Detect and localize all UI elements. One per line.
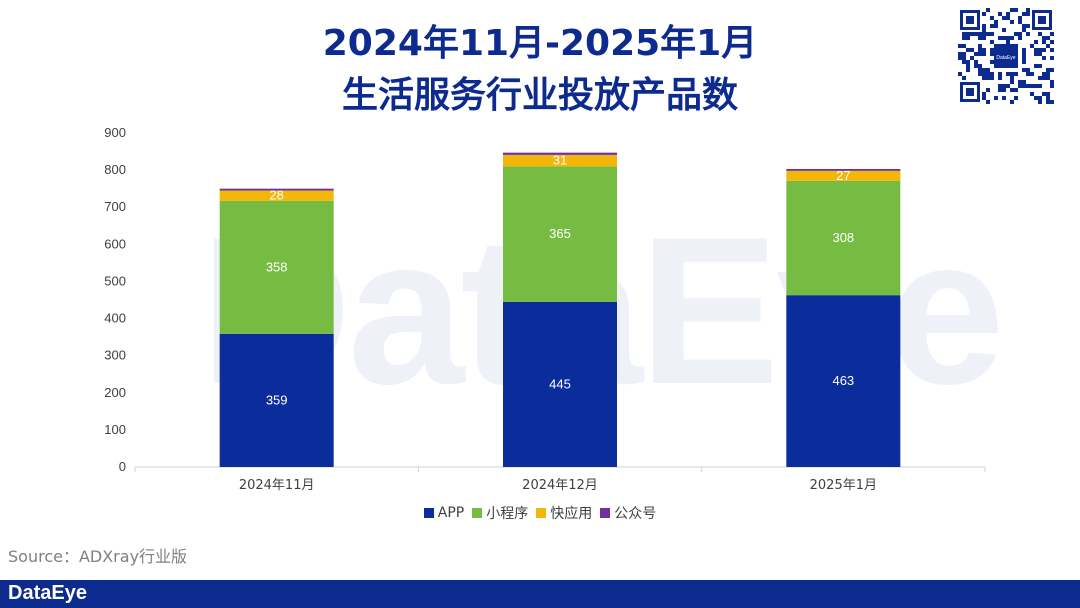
bar-segment (219, 200, 334, 334)
y-axis: 0 100 200 300 400 500 600 700 800 900 (104, 125, 126, 474)
footer-logo: DataEye (8, 582, 87, 604)
y-tick-label: 100 (104, 422, 126, 437)
data-label: 31 (553, 153, 567, 168)
y-tick-label: 900 (104, 125, 126, 140)
legend: APP 小程序 快应用 公众号 (0, 503, 1080, 523)
bar-segment (786, 295, 901, 467)
bars: 359 358 28 445 365 31 463 308 27 (219, 152, 901, 467)
legend-swatch (423, 508, 434, 518)
legend-swatch (600, 508, 611, 518)
y-tick-label: 800 (104, 162, 126, 177)
legend-label: 快应用 (550, 506, 593, 522)
legend-item: 小程序 (472, 503, 528, 523)
x-tick-label: 2024年12月 (522, 478, 598, 493)
y-tick-label: 600 (104, 236, 126, 251)
data-label: 28 (269, 188, 283, 203)
bar-segment (219, 333, 334, 467)
legend-item: 公众号 (600, 503, 656, 523)
y-tick-label: 300 (104, 348, 126, 363)
source-note: Source：ADXray行业版 (8, 547, 188, 566)
data-label: 358 (266, 259, 288, 274)
bar-segment (219, 190, 334, 201)
legend-item: 快应用 (536, 503, 592, 523)
y-tick-label: 700 (104, 199, 126, 214)
data-label: 359 (266, 392, 288, 407)
data-label: 463 (832, 373, 854, 388)
data-label: 445 (549, 376, 571, 391)
y-tick-label: 400 (104, 311, 126, 326)
bar-segment (786, 170, 901, 181)
y-tick-label: 200 (104, 385, 126, 400)
x-axis: 2024年11月 2024年12月 2025年1月 (134, 466, 986, 493)
y-tick-label: 500 (104, 273, 126, 288)
legend-label: 公众号 (614, 506, 657, 522)
x-tick-label: 2024年11月 (239, 478, 315, 493)
bar-segment (786, 168, 901, 171)
x-tick-label: 2025年1月 (810, 478, 877, 493)
legend-label: APP (437, 505, 465, 521)
legend-swatch (472, 508, 483, 518)
chart-title-line2: 生活服务行业投放产品数 (341, 75, 738, 116)
legend-item: APP (423, 505, 465, 521)
data-label: 365 (549, 226, 571, 241)
qr-logo-text: DataEye (996, 55, 1015, 61)
footer-bar: DataEye (0, 580, 1080, 608)
data-label: 27 (836, 168, 850, 183)
bar-segment (503, 301, 617, 467)
bar-segment (786, 180, 901, 296)
bar-segment (503, 166, 617, 302)
data-label: 308 (832, 230, 854, 245)
bar-segment (503, 154, 617, 167)
legend-label: 小程序 (486, 506, 529, 522)
bar-segment (503, 152, 617, 155)
qr-code: DataEye (958, 8, 1054, 104)
bar-segment (219, 188, 334, 191)
chart-title-line1: 2024年11月-2025年1月 (322, 23, 758, 64)
y-tick-label: 0 (119, 459, 126, 474)
legend-swatch (536, 508, 547, 518)
